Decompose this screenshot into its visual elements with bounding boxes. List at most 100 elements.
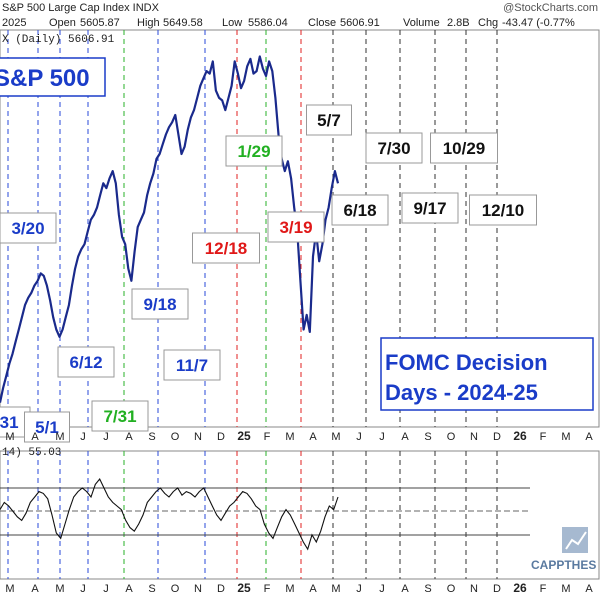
x-tick-label: A [31,431,39,443]
x-tick-label: J [379,583,385,595]
x-tick-label: D [217,431,225,443]
open-label: Open [49,17,76,29]
fomc-label-box [91,400,149,432]
x-tick-label: 26 [513,429,527,443]
annotation-line-2: Days - 2024-25 [385,380,538,405]
fomc-label-box [57,346,115,378]
x-tick-label: D [493,583,501,595]
x-tick-label: 25 [237,429,251,443]
x-tick-label: O [447,583,456,595]
volume-label: Volume [403,17,440,29]
x-tick-label: J [356,431,362,443]
fomc-date-labels: 1/31 3/20 5/1 6/12 7/31 9/18 11/7 12/18 1/29 3/19… [0,104,537,443]
fomc-date-label: 3/19 [279,218,312,237]
fomc-date-label: 11/7 [176,356,208,375]
chg-label: Chg [478,17,498,29]
x-tick-label: A [125,583,133,595]
fomc-date-label: 3/20 [11,219,44,238]
rsi-legend: 14) 55.03 [2,447,61,459]
x-tick-label: A [401,583,409,595]
price-panel-border [0,29,600,428]
fomc-label-box [24,411,70,443]
fomc-date-label: 7/30 [377,139,410,158]
x-tick-label: A [309,583,317,595]
x-tick-label: F [540,431,547,443]
watermark-text: CAPPTHES [531,558,596,572]
open-value: 5605.87 [80,17,120,29]
fomc-label-box [267,211,325,243]
x-tick-label: M [55,583,64,595]
low-label: Low [222,17,242,29]
fomc-label-box [192,232,260,264]
x-tick-label: M [5,583,14,595]
x-tick-label: F [264,431,271,443]
x-tick-label: J [103,431,109,443]
fomc-date-label: 12/18 [205,239,248,258]
fomc-date-lines [7,30,498,579]
fomc-annotation-box: FOMC Decision Days - 2024-25 [380,337,594,411]
x-tick-label: A [585,583,593,595]
fomc-label-box [430,132,498,164]
fomc-date-label: 9/17 [413,199,446,218]
x-tick-label: M [5,431,14,443]
fomc-date-label: 5/1 [35,418,59,437]
close-label: Close [308,17,336,29]
price-legend: X (Daily) 5606.91 [2,34,115,46]
capthesis-logo: CAPPTHES [531,527,596,572]
x-tick-label: M [561,583,570,595]
x-tick-label: M [331,431,340,443]
fomc-date-label: 6/12 [69,353,102,372]
fomc-label-box [131,288,189,320]
x-tick-label: N [194,583,202,595]
volume-value: 2.8B [447,17,470,29]
x-tick-label: M [285,583,294,595]
fomc-label-box [306,104,352,136]
fomc-label-box [401,192,459,224]
chart-header-source: @StockCharts.com [503,2,598,14]
x-tick-label: J [80,583,86,595]
x-axis-labels-top: M A M J J A S O N D 25 F M A M J J A S O N D 26 F M A [5,429,593,443]
x-tick-label: F [264,583,271,595]
fomc-label-box [0,212,57,244]
x-tick-label: J [356,583,362,595]
x-tick-label: A [125,431,133,443]
x-tick-label: O [447,431,456,443]
header-date: 2025 [2,17,26,29]
x-tick-label: A [309,431,317,443]
x-tick-label: A [401,431,409,443]
x-tick-label: 26 [513,581,527,595]
x-tick-label: J [103,583,109,595]
high-value: 5649.58 [163,17,203,29]
chart-title: S&P 500 [0,65,90,92]
fomc-label-box [331,194,389,226]
x-tick-label: N [470,431,478,443]
fomc-date-label: 1/31 [0,413,19,432]
x-tick-label: M [55,431,64,443]
x-tick-label: S [424,431,431,443]
chart-header-title: S&P 500 Large Cap Index INDX [2,2,160,14]
fomc-date-label: 5/7 [317,111,341,130]
logo-chart-icon [565,531,587,550]
x-tick-label: S [148,431,155,443]
ohlc-summary: 2025 Open 5605.87 High 5649.58 Low 5586.… [2,17,575,29]
x-tick-label: S [148,583,155,595]
fomc-label-box [163,349,221,381]
chart-title-box: S&P 500 [0,57,106,97]
fomc-label-box [469,194,537,226]
fomc-date-label: 9/18 [143,295,176,314]
x-tick-label: M [331,583,340,595]
x-tick-label: D [217,583,225,595]
annotation-line-1: FOMC Decision [385,350,548,375]
x-tick-label: M [285,431,294,443]
x-tick-label: 25 [237,581,251,595]
fomc-date-label: 10/29 [443,139,486,158]
fomc-label-box [225,135,283,167]
high-label: High [137,17,160,29]
x-axis-labels-bottom: M A M J J A S O N D 25 F M A M J J A S O N D 26 F M A [5,581,593,595]
close-value: 5606.91 [340,17,380,29]
x-tick-label: F [540,583,547,595]
x-tick-label: A [585,431,593,443]
x-tick-label: S [424,583,431,595]
logo-icon [562,527,588,553]
